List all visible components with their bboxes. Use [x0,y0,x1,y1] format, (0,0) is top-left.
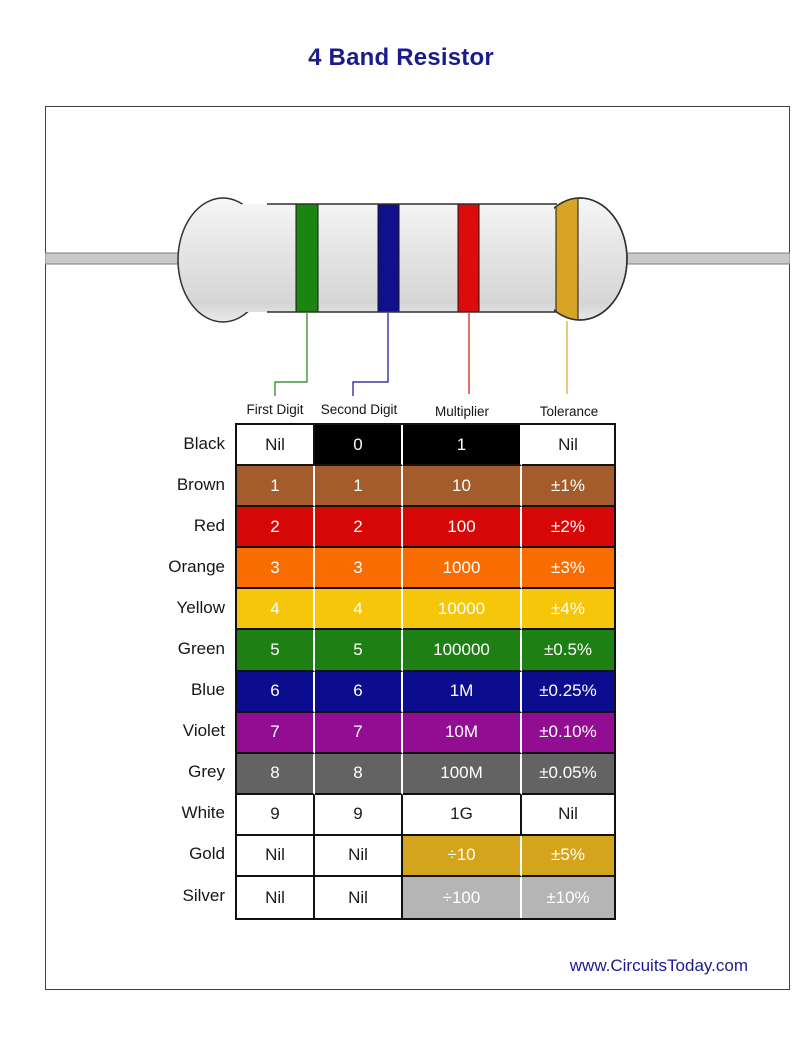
row-labels: Black Brown Red Orange Yellow Green Blue Violet… [125,423,225,916]
row-label-red: Red [193,515,225,535]
resistor-illustration [45,197,790,396]
row-label-blue: Blue [190,680,225,700]
page-title: 4 Band Resistor [308,44,494,71]
table-cell: Nil [522,425,614,467]
table-cell: ±0.10% [522,712,614,754]
table-cell: 100000 [403,630,522,672]
table-cell: 4 [315,589,403,631]
table-cell: ±0.5% [522,630,614,672]
table-cell: 4 [237,589,315,631]
row-label-gold: Gold [189,844,225,864]
table-cell: 9 [315,794,403,836]
table-cell: ±1% [522,466,614,508]
table-cell: 2 [315,507,403,549]
column-header-tolerance: Tolerance [539,404,599,419]
row-label-brown: Brown [176,474,225,494]
row-label-orange: Orange [168,556,225,576]
table-cell: ±2% [522,507,614,549]
table-cell: 1G [403,794,522,836]
column-header-second-digit: Second Digit [320,402,398,417]
table-cell: 7 [315,712,403,754]
tolerance-band [555,198,579,320]
multiplier-band [457,203,480,313]
row-label-silver: Silver [182,885,225,905]
table-cell: Nil [237,835,315,878]
table-cell: 10 [403,466,522,508]
table-cell: ±0.05% [522,753,614,795]
table-cell: 100 [403,507,522,549]
row-label-violet: Violet [182,721,225,741]
table-cell: Nil [315,835,403,878]
table-cell: 3 [315,548,403,590]
second-digit-leader-line [352,313,389,396]
table-cell: Nil [315,877,403,919]
table-cell: Nil [237,877,315,919]
row-label-white: White [181,803,225,823]
table-cell: 1M [403,671,522,713]
table-cell: 1 [315,466,403,508]
table-cell: ±3% [522,548,614,590]
first-digit-leader-line [274,313,308,396]
first-digit-band [295,203,319,313]
table-cell: ÷100 [403,877,522,919]
table-cell: 2 [237,507,315,549]
table-cell: Nil [522,794,614,836]
column-header-first-digit: First Digit [246,402,304,417]
table-cell: 6 [237,671,315,713]
table-cell: 1 [237,466,315,508]
table-cell: 7 [237,712,315,754]
right-wire-lead [622,252,790,265]
table-cell: Nil [237,425,315,467]
row-label-green: Green [177,639,225,659]
table-cell: ±5% [522,835,614,878]
table-cell: ±4% [522,589,614,631]
table-cell: 9 [237,794,315,836]
table-cell: 1000 [403,548,522,590]
table-cell: 8 [315,753,403,795]
left-wire-lead [45,252,191,265]
table-cell: 0 [315,425,403,467]
table-cell: 10000 [403,589,522,631]
second-digit-band [377,203,400,313]
table-cell: 3 [237,548,315,590]
table-cell: ±10% [522,877,614,919]
table-cell: 100M [403,753,522,795]
table-cell: 5 [237,630,315,672]
column-header-multiplier: Multiplier [434,404,490,419]
row-label-grey: Grey [188,762,225,782]
table-cell: 6 [315,671,403,713]
row-label-black: Black [183,433,225,453]
table-cell: 5 [315,630,403,672]
color-code-table: Nil 0 1 Nil 1 1 10 ±1% 2 2 100 ±2% 3 3 1000 ±3% 4 4 10000 ±… [235,423,616,921]
table-cell: ÷10 [403,835,522,878]
table-cell: 8 [237,753,315,795]
table-cell: 1 [403,425,522,467]
website-link[interactable]: www.CircuitsToday.com [569,956,748,975]
table-cell: ±0.25% [522,671,614,713]
right-bulb-outline [554,197,628,321]
table-cell: 10M [403,712,522,754]
row-label-yellow: Yellow [176,597,225,617]
resistor-cylinder [242,204,560,312]
